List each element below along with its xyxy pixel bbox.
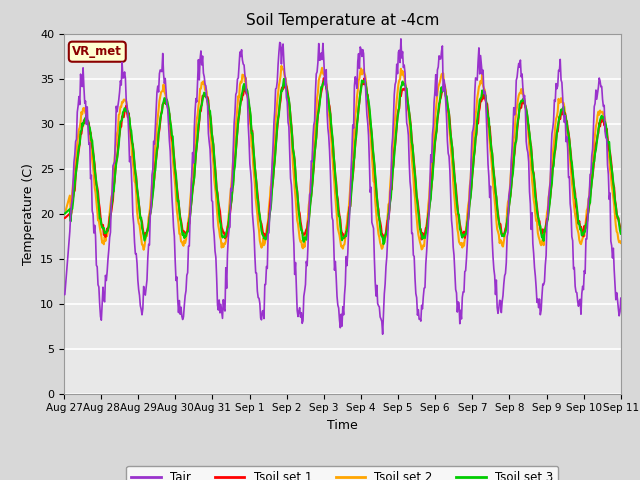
Y-axis label: Temperature (C): Temperature (C) [22, 163, 35, 264]
Title: Soil Temperature at -4cm: Soil Temperature at -4cm [246, 13, 439, 28]
Legend: Tair, Tsoil set 1, Tsoil set 2, Tsoil set 3: Tair, Tsoil set 1, Tsoil set 2, Tsoil se… [127, 466, 558, 480]
Text: VR_met: VR_met [72, 45, 122, 58]
X-axis label: Time: Time [327, 419, 358, 432]
